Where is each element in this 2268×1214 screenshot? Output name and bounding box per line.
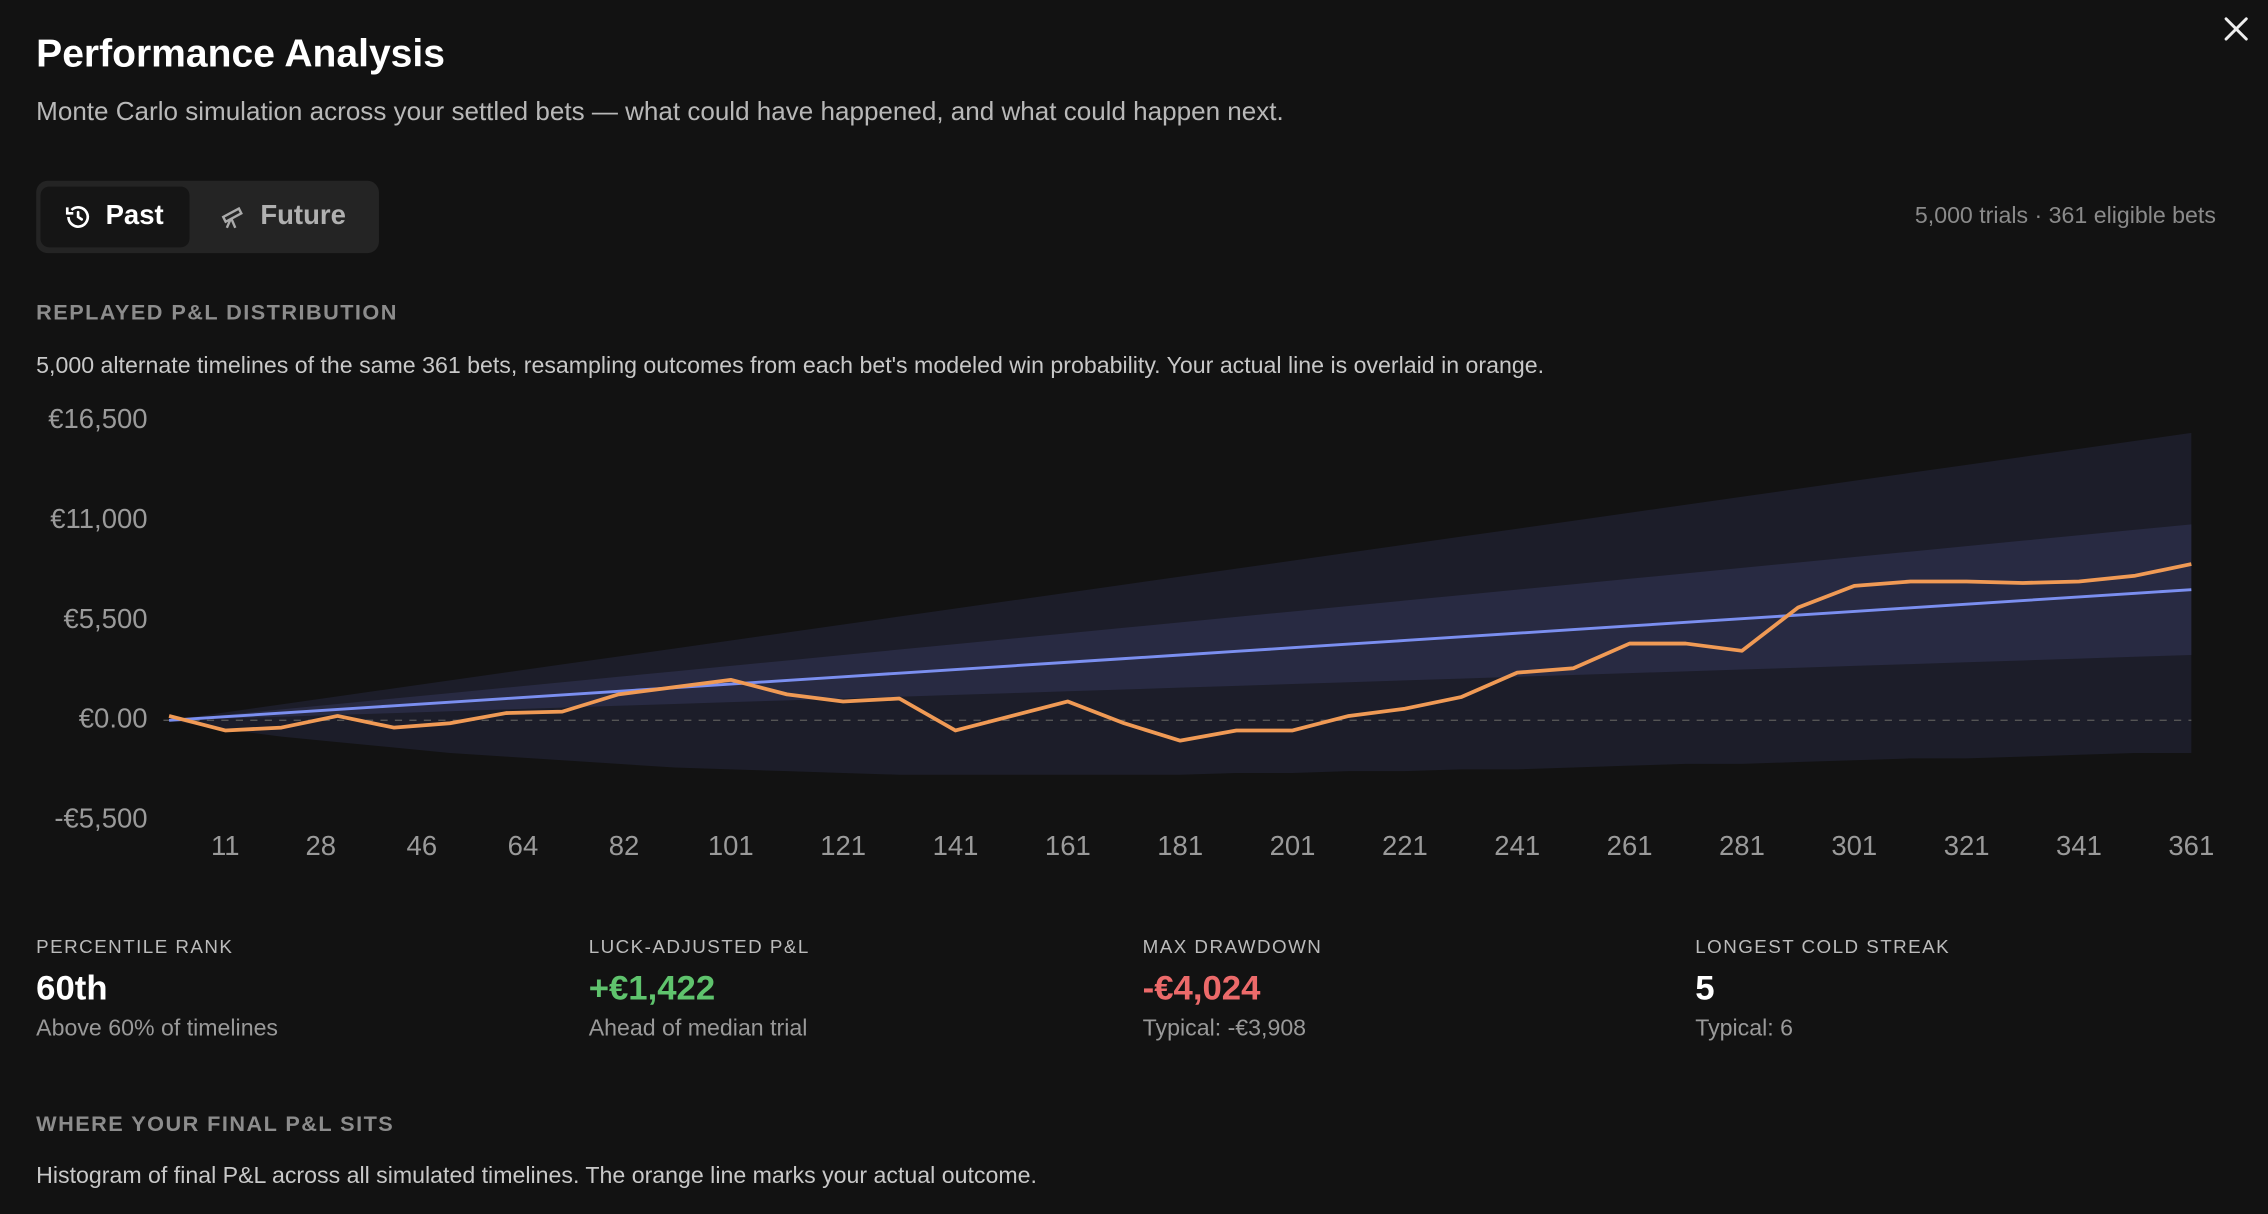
stat-note: Typical: 6 [1695, 1016, 1793, 1042]
x-tick-label: 301 [1831, 830, 1877, 861]
x-tick-label: 221 [1382, 830, 1428, 861]
section-description: Histogram of final P&L across all simula… [36, 1164, 1037, 1189]
x-tick-label: 121 [820, 830, 866, 861]
x-tick-label: 161 [1045, 830, 1091, 861]
stat-note: Above 60% of timelines [36, 1016, 279, 1042]
close-button[interactable] [2219, 12, 2254, 47]
stat-card: PERCENTILE RANK 60th Above 60% of timeli… [36, 936, 278, 1043]
x-tick-label: 28 [305, 830, 336, 861]
past-tab[interactable]: Past [40, 186, 190, 248]
stat-label: LUCK-ADJUSTED P&L [588, 935, 810, 958]
section-description: 5,000 alternate timelines of the same 36… [36, 354, 1545, 379]
panel-title: Performance Analysis [36, 31, 445, 76]
series-line [168, 562, 2192, 743]
x-tick-label: 141 [933, 830, 979, 861]
x-tick-label: 361 [2168, 830, 2214, 861]
x-tick-label: 64 [508, 830, 539, 861]
section-heading: REPLAYED P&L DISTRIBUTION [36, 300, 398, 326]
y-tick-label: €16,500 [48, 403, 147, 434]
stat-card: MAX DRAWDOWN -€4,024 Typical: -€3,908 [1143, 936, 1323, 1043]
stat-card: LONGEST COLD STREAK 5 Typical: 6 [1695, 936, 1950, 1043]
stat-value: -€4,024 [1142, 969, 1261, 1009]
future-tab[interactable]: Future [195, 187, 369, 248]
panel-subtitle: Monte Carlo simulation across your settl… [36, 96, 1284, 126]
y-tick-label: -€5,500 [54, 802, 147, 833]
tab-label: Past [105, 201, 164, 232]
x-tick-label: 201 [1270, 830, 1316, 861]
stat-label: LONGEST COLD STREAK [1695, 935, 1951, 958]
x-tick-label: 321 [1944, 830, 1990, 861]
stat-value: 5 [1695, 969, 1715, 1009]
stat-card: LUCK-ADJUSTED P&L +€1,422 Ahead of media… [589, 936, 810, 1043]
x-tick-label: 261 [1607, 830, 1653, 861]
tab-switcher: Past Future [36, 180, 379, 254]
chart: €16,500 €11,000 €5,500 €0.00 -€5,500 11 28 46 64… [48, 403, 2214, 861]
history-icon [65, 206, 90, 228]
stat-label: MAX DRAWDOWN [1142, 935, 1323, 958]
tab-label: Future [260, 201, 346, 232]
y-tick-label: €0.00 [79, 703, 148, 734]
stat-label: PERCENTILE RANK [36, 935, 234, 958]
trial-summary: 5,000 trials · 361 eligible bets [1914, 203, 2216, 229]
stat-note: Typical: -€3,908 [1142, 1016, 1307, 1042]
telescope-icon [221, 206, 243, 229]
y-tick-label: €5,500 [64, 603, 148, 634]
series-line [168, 588, 2192, 722]
x-tick-label: 241 [1494, 830, 1540, 861]
x-tick-label: 11 [211, 830, 240, 861]
x-tick-label: 341 [2056, 830, 2102, 861]
section-heading: WHERE YOUR FINAL P&L SITS [36, 1112, 395, 1137]
y-tick-label: €11,000 [50, 503, 147, 534]
stat-value: 60th [36, 969, 108, 1009]
x-tick-label: 46 [407, 830, 438, 861]
x-tick-label: 82 [609, 830, 640, 861]
x-tick-label: 101 [708, 830, 754, 861]
stat-value: +€1,422 [588, 969, 716, 1009]
stat-note: Ahead of median trial [588, 1016, 808, 1042]
x-tick-label: 281 [1719, 830, 1765, 861]
x-tick-label: 181 [1157, 830, 1203, 861]
